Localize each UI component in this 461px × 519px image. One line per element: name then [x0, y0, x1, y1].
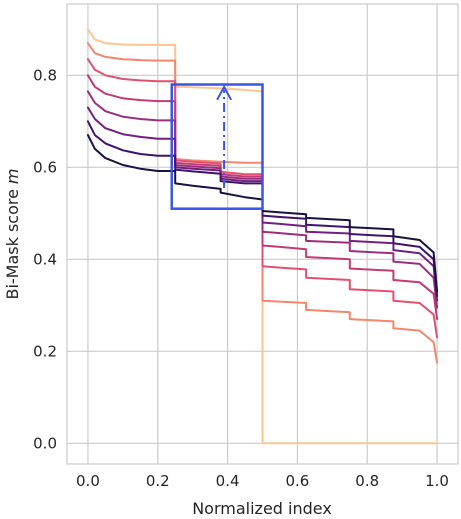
series-line-8	[86, 134, 439, 293]
y-axis-label-symbol: m	[3, 168, 22, 184]
y-tick-label: 0.2	[33, 342, 57, 360]
y-axis-label: Bi-Mask score m	[3, 168, 22, 299]
y-tick-label: 0.4	[33, 250, 57, 268]
x-tick-label: 1.0	[425, 472, 449, 490]
series-line-7	[86, 120, 439, 298]
series-line-5	[86, 90, 439, 309]
y-tick-label: 0.6	[33, 158, 57, 176]
x-tick-label: 0.8	[355, 472, 379, 490]
y-tick-label: 0.0	[33, 434, 57, 452]
x-tick-label: 0.0	[76, 472, 100, 490]
x-tick-label: 0.2	[146, 472, 170, 490]
annotation-layer	[170, 83, 264, 210]
x-axis-label: Normalized index	[192, 499, 332, 518]
y-tick-label: 0.8	[33, 66, 57, 84]
series-line-6	[86, 106, 439, 302]
highlight-box	[170, 83, 264, 210]
arrow-head	[216, 84, 232, 101]
series-line-4	[86, 74, 439, 321]
x-tick-label: 0.6	[285, 472, 309, 490]
y-axis-label-text: Bi-Mask score	[3, 189, 22, 299]
x-tick-label: 0.4	[216, 472, 240, 490]
tick-layer: 0.0 0.2 0.4 0.6 0.8 1.0 0.0 0.2 0.4 0.6 0.8	[33, 66, 449, 490]
series-line-3	[86, 58, 439, 339]
